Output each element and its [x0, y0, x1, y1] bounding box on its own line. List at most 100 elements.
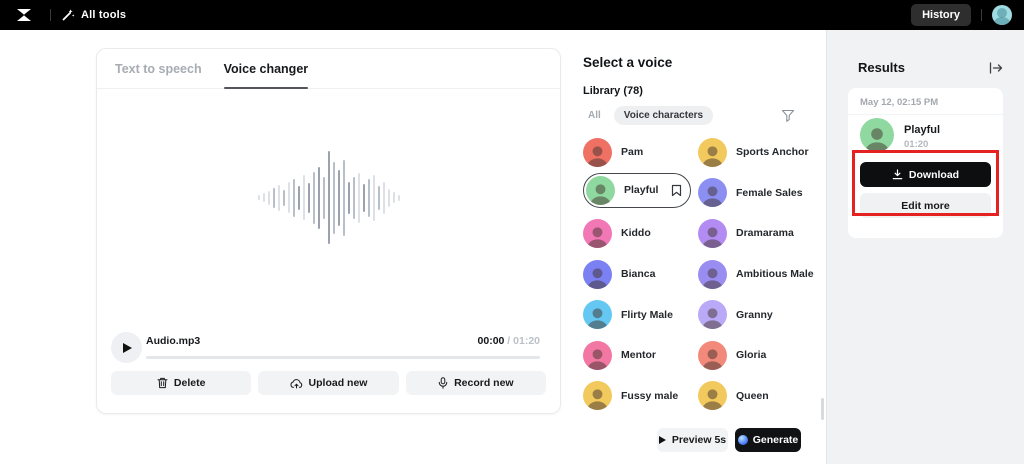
record-new-button[interactable]: Record new	[405, 371, 546, 395]
waveform-bar	[327, 151, 330, 244]
filter-icon[interactable]	[781, 109, 795, 123]
voice-name-label: Ambitious Male	[736, 268, 814, 281]
voice-name-label: Female Sales	[736, 186, 803, 199]
audio-player: Audio.mp3 00:00 / 01:20	[111, 332, 540, 364]
voice-name-label: Gloria	[736, 349, 767, 362]
result-voice-avatar	[860, 118, 894, 152]
voice-item-mentor[interactable]: Mentor	[583, 335, 693, 376]
voice-name-label: Sports Anchor	[736, 146, 809, 159]
upload-new-button[interactable]: Upload new	[258, 371, 399, 395]
waveform-bar	[317, 166, 320, 229]
waveform-bar	[272, 187, 275, 208]
voice-avatar	[586, 175, 615, 205]
preview-button[interactable]: Preview 5s	[657, 428, 728, 452]
result-card: May 12, 02:15 PM Playful 01:20 Download …	[848, 88, 1003, 238]
voice-item-granny[interactable]: Granny	[698, 294, 808, 335]
waveform-bar	[322, 176, 325, 219]
result-timestamp: May 12, 02:15 PM	[860, 97, 939, 108]
waveform-bar	[372, 174, 375, 221]
voice-item-fussy-male[interactable]: Fussy male	[583, 376, 693, 417]
total-duration: 01:20	[513, 335, 540, 347]
waveform-bar	[312, 171, 315, 224]
waveform-bar	[302, 175, 305, 220]
waveform-bar	[282, 189, 285, 206]
voice-item-ambitious-male[interactable]: Ambitious Male	[698, 254, 814, 295]
voice-item-gloria[interactable]: Gloria	[698, 335, 808, 376]
microphone-icon	[438, 377, 448, 389]
download-button[interactable]: Download	[860, 162, 991, 187]
audio-actions: Delete Upload new Record new	[111, 371, 546, 395]
voice-item-dramarama[interactable]: Dramarama	[698, 213, 808, 254]
waveform-bar	[277, 184, 280, 211]
voice-item-playful[interactable]: Playful	[583, 172, 691, 208]
waveform-bar	[257, 195, 260, 200]
time-display: 00:00 / 01:20	[478, 335, 540, 347]
voice-item-female-sales[interactable]: Female Sales	[698, 173, 808, 214]
upload-cloud-icon	[290, 378, 302, 388]
download-icon	[892, 169, 903, 180]
voice-item-pam[interactable]: Pam	[583, 132, 693, 173]
voice-name-label: Bianca	[621, 268, 656, 281]
result-duration: 01:20	[904, 139, 929, 150]
voice-name-label: Flirty Male	[621, 308, 673, 321]
voice-list-scrollbar[interactable]	[821, 398, 824, 420]
waveform-bar	[332, 161, 335, 234]
topbar-divider	[981, 9, 982, 21]
voice-avatar	[698, 300, 727, 330]
voice-name-label: Dramarama	[736, 227, 794, 240]
topbar: All tools History	[0, 0, 1024, 30]
waveform-bar	[362, 183, 365, 212]
history-button[interactable]: History	[911, 4, 971, 26]
waveform-bar	[297, 185, 300, 210]
filter-voice-characters[interactable]: Voice characters	[613, 106, 714, 125]
voice-avatar	[698, 137, 727, 167]
results-title: Results	[858, 60, 905, 75]
waveform-bar	[382, 181, 385, 214]
mode-tabs: Text to speech Voice changer	[97, 49, 560, 89]
topbar-divider	[50, 9, 51, 21]
voice-avatar	[698, 259, 727, 289]
current-time: 00:00	[477, 335, 505, 347]
generate-button[interactable]: Generate	[735, 428, 801, 452]
waveform-bar	[387, 188, 390, 207]
voice-grid: Pam Sports Anchor Playful Female Sales Kiddo…	[583, 132, 815, 416]
delete-button[interactable]: Delete	[111, 371, 252, 395]
voice-avatar	[583, 340, 612, 370]
time-separator: /	[504, 335, 514, 347]
voice-name-label: Queen	[736, 389, 769, 402]
waveform-bar	[307, 182, 310, 213]
waveform-bar	[267, 190, 270, 205]
voice-item-sports-anchor[interactable]: Sports Anchor	[698, 132, 809, 173]
bookmark-icon[interactable]	[671, 184, 682, 197]
card-divider	[848, 114, 1003, 115]
user-avatar[interactable]	[992, 5, 1012, 25]
collapse-panel-icon[interactable]	[989, 61, 1003, 74]
voice-avatar	[583, 381, 612, 411]
waveform-bar	[357, 172, 360, 223]
voice-avatar	[698, 178, 727, 208]
edit-more-button[interactable]: Edit more	[860, 193, 991, 218]
capcut-logo-icon[interactable]	[16, 7, 40, 23]
voice-item-flirty-male[interactable]: Flirty Male	[583, 294, 693, 335]
voice-avatar	[698, 340, 727, 370]
voice-name-label: Fussy male	[621, 389, 679, 402]
tab-text-to-speech[interactable]: Text to speech	[115, 61, 202, 76]
active-tab-underline	[223, 87, 309, 89]
waveform-bar	[292, 178, 295, 217]
preview-play-icon	[658, 436, 666, 444]
waveform-bar	[392, 192, 395, 203]
all-tools-label[interactable]: All tools	[81, 9, 127, 21]
waveform-bar	[287, 182, 290, 213]
voice-avatar	[698, 381, 727, 411]
voice-item-kiddo[interactable]: Kiddo	[583, 213, 693, 254]
play-button[interactable]	[111, 332, 142, 363]
voice-item-bianca[interactable]: Bianca	[583, 254, 693, 295]
audio-waveform	[97, 149, 560, 246]
all-tools-icon	[61, 8, 75, 22]
seek-bar[interactable]	[146, 356, 540, 359]
filter-all[interactable]: All	[588, 110, 601, 121]
audio-source-card: Text to speech Voice changer Audio.mp3 0…	[96, 48, 561, 414]
tab-voice-changer[interactable]: Voice changer	[223, 49, 309, 89]
voice-item-queen[interactable]: Queen	[698, 376, 808, 417]
library-count-label: Library (78)	[583, 85, 643, 97]
